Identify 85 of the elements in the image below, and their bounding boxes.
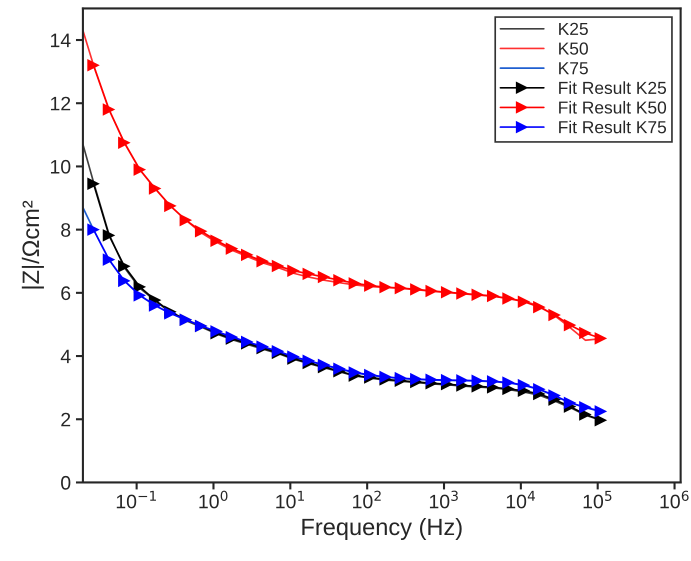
point	[394, 372, 408, 384]
legend-label: Fit Result K75	[559, 120, 666, 134]
point	[134, 289, 146, 302]
x-tick-label: 10$^{0}$	[199, 490, 228, 508]
point	[180, 214, 192, 226]
point	[333, 274, 346, 286]
point	[102, 103, 116, 116]
point	[594, 414, 608, 426]
point	[440, 286, 454, 298]
point	[425, 284, 438, 298]
point	[548, 308, 561, 322]
point	[287, 264, 300, 277]
point	[272, 260, 284, 272]
y-tick-label: 12	[50, 96, 70, 110]
y-tick-label: 4	[60, 350, 71, 364]
point	[410, 283, 423, 296]
point	[425, 374, 438, 386]
point	[472, 288, 484, 301]
point	[518, 378, 530, 392]
point	[533, 382, 546, 396]
point	[394, 282, 408, 294]
point	[318, 270, 330, 284]
point	[579, 400, 592, 414]
x-tick-label: 10$^{5}$	[584, 490, 612, 508]
point	[256, 254, 269, 268]
point	[118, 136, 131, 149]
point	[118, 260, 131, 273]
point	[533, 300, 546, 314]
point	[226, 242, 238, 255]
x-tick-label: 10$^{3}$	[430, 490, 458, 508]
point	[164, 200, 177, 212]
legend-label: K50	[559, 42, 588, 55]
point	[148, 299, 162, 312]
point	[579, 326, 592, 340]
point	[87, 223, 100, 236]
point	[594, 405, 608, 418]
point	[102, 253, 116, 266]
y-tick-label: 0	[61, 476, 70, 490]
point	[364, 279, 377, 292]
point	[486, 290, 500, 302]
point	[134, 163, 146, 176]
point	[148, 182, 162, 195]
point	[564, 396, 576, 410]
x-tick-label: 10$^{6}$	[660, 490, 689, 508]
point	[302, 268, 316, 280]
point	[440, 374, 454, 386]
point	[348, 277, 362, 290]
point	[410, 372, 423, 386]
point	[502, 292, 515, 305]
legend-label: K75	[559, 62, 588, 74]
point	[333, 362, 346, 375]
y-tick-label: 10	[50, 160, 70, 174]
point	[379, 280, 392, 294]
x-tick-label: 10$^{2}$	[353, 490, 381, 508]
point	[210, 234, 223, 247]
point	[486, 375, 500, 388]
x-tick-label: 10$^{4}$	[506, 490, 536, 508]
x-axis-title: Frequency (Hz)	[302, 518, 462, 540]
point	[348, 366, 362, 379]
y-axis-title: |Z|/Ωcm²	[22, 200, 44, 288]
legend-label: Fit Result K50	[559, 100, 666, 114]
y-tick-label: 2	[61, 412, 70, 426]
point	[87, 178, 100, 190]
point	[502, 376, 515, 389]
legend-label: K25	[559, 22, 588, 36]
point	[564, 318, 576, 332]
point	[364, 368, 377, 382]
point	[518, 295, 530, 308]
point	[240, 248, 254, 262]
legend-label: Fit Result K25	[559, 81, 666, 94]
point	[102, 229, 116, 242]
point	[548, 389, 561, 402]
point	[472, 374, 484, 387]
point	[379, 370, 392, 384]
point	[456, 374, 469, 387]
point	[594, 332, 608, 345]
point	[456, 287, 469, 300]
x-tick-label: 10$^{1}$	[276, 490, 304, 508]
y-tick-label: 6	[61, 286, 70, 300]
point	[118, 274, 131, 288]
y-tick-label: 8	[61, 223, 70, 237]
x-tick-label: 10$^{−1}$	[116, 490, 156, 508]
point	[87, 59, 100, 72]
y-tick-label: 14	[50, 34, 71, 48]
point	[194, 224, 208, 238]
